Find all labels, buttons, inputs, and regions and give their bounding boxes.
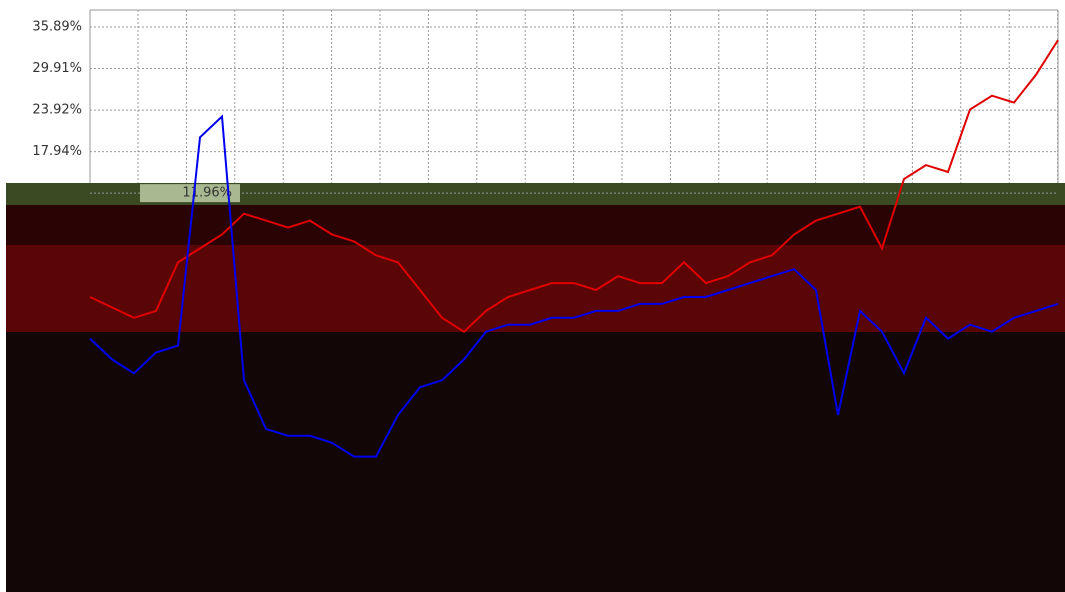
glitch-band	[6, 205, 1065, 245]
label-bg	[140, 184, 240, 203]
y-tick-label: 23.92%	[32, 103, 82, 118]
series-line	[89, 114, 1059, 458]
glitch-band	[6, 183, 1065, 205]
series-line	[89, 39, 1059, 333]
y-tick-label: 11.96%	[182, 186, 232, 201]
y-tick-label: 29.91%	[32, 61, 82, 76]
y-tick-label: 17.94%	[32, 144, 82, 159]
y-tick-label: 35.89%	[32, 20, 82, 35]
